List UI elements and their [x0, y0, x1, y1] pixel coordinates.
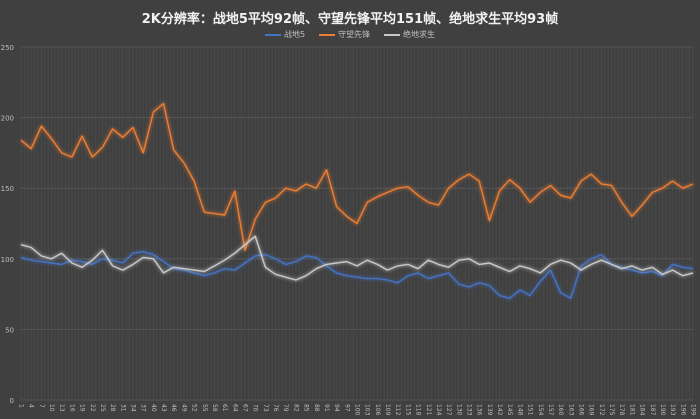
x-tick-label: 58: [211, 404, 218, 412]
legend-item-pubg: 绝地求生: [384, 29, 435, 40]
x-tick-label: 160: [557, 404, 564, 416]
y-axis: 0 50 100 150 200 250: [1, 44, 14, 405]
series-line-0: [20, 250, 694, 299]
x-tick-label: 43: [160, 404, 167, 412]
x-tick-label: 31: [119, 404, 126, 412]
x-tick-label: 64: [231, 404, 238, 412]
x-tick-label: 121: [425, 404, 432, 416]
x-tick-label: 82: [292, 404, 299, 412]
chart-legend: 战地5 守望先锋 绝地求生: [0, 29, 700, 40]
x-tick-label: 175: [608, 404, 615, 416]
y-tick-label: 50: [5, 326, 14, 334]
x-tick-label: 25: [99, 404, 106, 412]
legend-item-overwatch: 守望先锋: [319, 29, 370, 40]
x-tick-label: 178: [618, 404, 625, 416]
x-tick-label: 28: [109, 404, 116, 412]
x-tick-label: 73: [262, 404, 269, 412]
x-tick-label: 187: [649, 404, 656, 416]
x-tick-label: 148: [516, 404, 523, 416]
x-tick-label: 46: [170, 404, 177, 412]
x-tick-label: 157: [547, 404, 554, 416]
x-tick-label: 163: [567, 404, 574, 416]
x-tick-label: 94: [333, 404, 340, 412]
x-tick-label: 124: [435, 404, 442, 416]
legend-swatch-icon: [264, 33, 281, 36]
series-lines: [20, 102, 694, 299]
x-tick-label: 79: [282, 404, 289, 412]
grid-lines: [20, 46, 694, 401]
x-tick-label: 196: [679, 404, 686, 416]
x-tick-label: 172: [598, 404, 605, 416]
x-tick-label: 115: [404, 404, 411, 416]
x-tick-label: 166: [578, 404, 585, 416]
x-tick-label: 169: [588, 404, 595, 416]
x-tick-label: 109: [384, 404, 391, 416]
x-tick-label: 7: [38, 404, 45, 408]
y-tick-label: 250: [1, 44, 14, 52]
x-tick-label: 139: [486, 404, 493, 416]
x-tick-label: 106: [374, 404, 381, 416]
legend-swatch-icon: [319, 33, 336, 36]
y-tick-label: 150: [1, 185, 14, 193]
x-tick-label: 97: [343, 404, 350, 412]
x-tick-label: 85: [303, 404, 310, 412]
x-tick-label: 76: [272, 404, 279, 412]
x-tick-label: 100: [354, 404, 361, 416]
series-line-2: [20, 235, 694, 281]
x-tick-label: 151: [527, 404, 534, 416]
x-tick-label: 67: [242, 404, 249, 412]
x-tick-label: 37: [140, 404, 147, 412]
legend-label: 守望先锋: [338, 30, 371, 39]
x-tick-label: 103: [364, 404, 371, 416]
legend-swatch-icon: [384, 33, 401, 36]
x-tick-label: 70: [252, 404, 259, 412]
x-tick-label: 19: [79, 404, 86, 412]
x-tick-label: 10: [48, 404, 55, 412]
x-tick-label: 16: [68, 404, 75, 412]
x-tick-label: 181: [628, 404, 635, 416]
x-tick-label: 88: [313, 404, 320, 412]
x-tick-label: 1: [18, 404, 25, 408]
x-tick-label: 91: [323, 404, 330, 412]
legend-label: 绝地求生: [403, 30, 436, 39]
x-tick-label: 40: [150, 404, 157, 412]
x-tick-label: 112: [394, 404, 401, 416]
series-line-1: [20, 102, 694, 252]
x-tick-label: 13: [58, 404, 65, 412]
chart-title: 2K分辨率：战地5平均92帧、守望先锋平均151帧、绝地求生平均93帧: [141, 12, 559, 27]
x-tick-label: 118: [415, 404, 422, 416]
x-tick-label: 133: [466, 404, 473, 416]
x-tick-label: 145: [506, 404, 513, 416]
x-tick-label: 193: [669, 404, 676, 416]
x-tick-label: 184: [639, 404, 646, 416]
x-tick-label: 55: [201, 404, 208, 412]
legend-label: 战地5: [283, 30, 306, 39]
y-tick-label: 0: [10, 397, 14, 405]
x-axis: 1 4 7 10 13 16 19 22 25 28 31 34 37 40 43 46 49 52 55 58 61 6…: [18, 404, 697, 416]
x-tick-label: 130: [455, 404, 462, 416]
x-tick-label: 199: [690, 404, 697, 416]
x-tick-label: 61: [221, 404, 228, 412]
x-tick-label: 142: [496, 404, 503, 416]
x-tick-label: 127: [445, 404, 452, 416]
x-tick-label: 190: [659, 404, 666, 416]
x-tick-label: 49: [180, 404, 187, 412]
y-tick-label: 200: [1, 115, 14, 123]
x-tick-label: 22: [89, 404, 96, 412]
x-tick-label: 154: [537, 404, 544, 416]
x-tick-label: 34: [130, 404, 137, 412]
legend-item-bf5: 战地5: [264, 29, 306, 40]
x-tick-label: 4: [28, 404, 35, 408]
x-tick-label: 52: [191, 404, 198, 412]
y-tick-label: 100: [1, 256, 14, 264]
x-tick-label: 136: [476, 404, 483, 416]
